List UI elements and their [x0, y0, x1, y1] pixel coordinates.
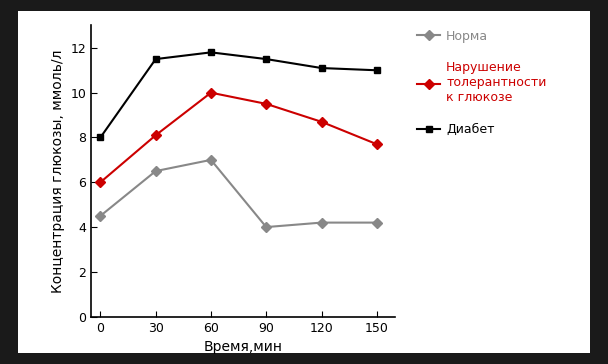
X-axis label: Время,мин: Время,мин [204, 340, 283, 354]
Legend: Норма, Нарушение
толерантности
к глюкозе, Диабет: Норма, Нарушение толерантности к глюкозе… [413, 26, 550, 140]
Y-axis label: Концентрация глюкозы, ммоль/л: Концентрация глюкозы, ммоль/л [51, 50, 65, 293]
